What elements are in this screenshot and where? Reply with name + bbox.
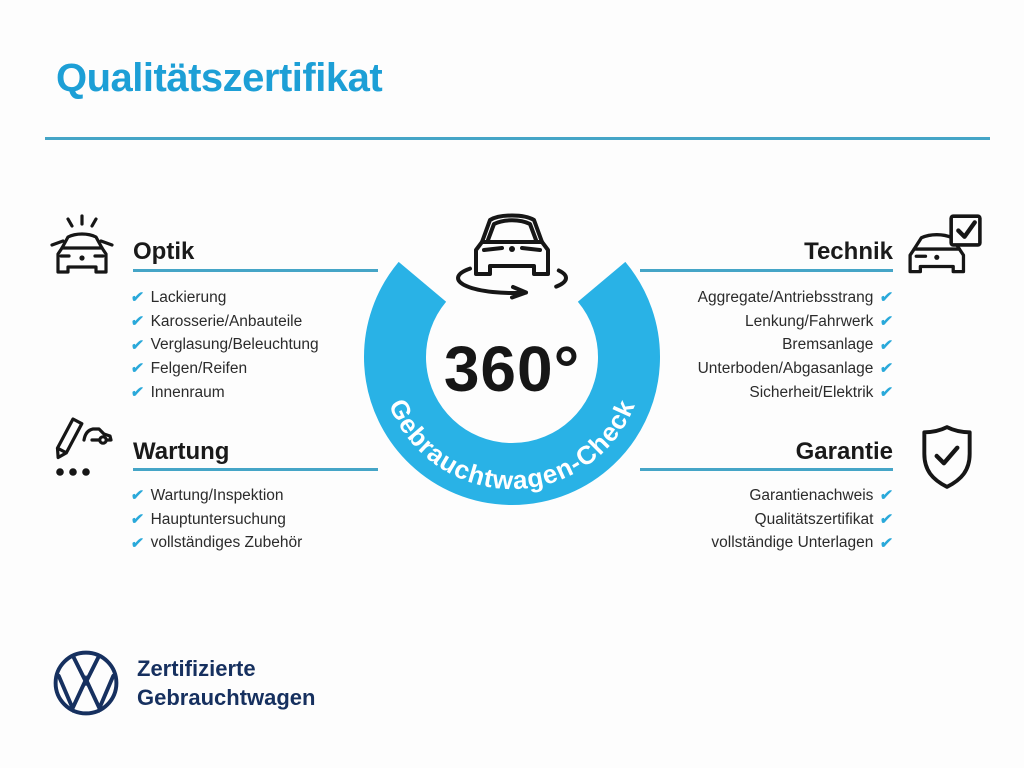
check-icon: ✔ bbox=[129, 360, 145, 378]
check-icon: ✔ bbox=[879, 336, 895, 354]
checklist-item-label: Sicherheit/Elektrik bbox=[749, 383, 874, 401]
check-icon: ✔ bbox=[879, 360, 895, 378]
checklist-item: Unterboden/Abgasanlage ✔ bbox=[697, 357, 895, 381]
check-icon: ✔ bbox=[129, 511, 145, 529]
checklist-item-label: Felgen/Reifen bbox=[150, 359, 248, 377]
checklist-item-label: Garantienachweis bbox=[749, 486, 874, 504]
footer-claim-line2: Gebrauchtwagen bbox=[137, 684, 316, 710]
checklist-item-label: vollständige Unterlagen bbox=[711, 534, 874, 552]
car-checkbox-icon bbox=[906, 210, 984, 284]
checklist-item-label: Lackierung bbox=[150, 288, 227, 306]
check-icon: ✔ bbox=[129, 313, 145, 331]
garantie-checklist: Garantienachweis ✔ Qualitätszertifikat ✔ v… bbox=[711, 484, 895, 555]
check-icon: ✔ bbox=[879, 289, 895, 307]
checklist-item: Lenkung/Fahrwerk ✔ bbox=[698, 310, 895, 334]
section-title-optik: Optik bbox=[133, 238, 195, 265]
optik-checklist: ✔ Lackierung ✔ Karosserie/Anbauteile ✔ Verg… bbox=[129, 286, 319, 405]
check-icon: ✔ bbox=[879, 511, 895, 529]
checklist-item: vollständige Unterlagen ✔ bbox=[711, 531, 895, 555]
checklist-item: Bremsanlage ✔ bbox=[698, 333, 895, 357]
badge-ring: Gebrauchtwagen-Check bbox=[364, 261, 660, 505]
checklist-item-label: vollständiges Zubehör bbox=[150, 534, 303, 552]
check-icon: ✔ bbox=[129, 384, 145, 402]
page-title: Qualitätszertifikat bbox=[56, 56, 383, 100]
technik-underline bbox=[640, 269, 893, 272]
checklist-item: Aggregate/Antriebsstrang ✔ bbox=[697, 286, 895, 310]
checklist-item: ✔ Hauptuntersuchung bbox=[129, 508, 302, 532]
checklist-item: Qualitätszertifikat ✔ bbox=[711, 508, 895, 532]
shiny-car-icon bbox=[50, 211, 114, 287]
checklist-item: ✔ Innenraum bbox=[129, 381, 319, 405]
wartung-checklist: ✔ Wartung/Inspektion ✔ Hauptuntersuchung ✔… bbox=[129, 484, 303, 555]
checklist-item: Garantienachweis ✔ bbox=[711, 484, 895, 508]
checklist-item-label: Bremsanlage bbox=[782, 336, 874, 354]
checklist-item: ✔ Karosserie/Anbauteile bbox=[129, 310, 319, 334]
section-title-wartung: Wartung bbox=[133, 438, 230, 465]
check-icon: ✔ bbox=[879, 534, 895, 552]
checklist-item-label: Lenkung/Fahrwerk bbox=[745, 312, 874, 330]
car-360-rotation-icon bbox=[450, 198, 574, 302]
wartung-underline bbox=[133, 468, 378, 471]
checklist-item: Sicherheit/Elektrik ✔ bbox=[698, 381, 895, 405]
footer-claim-line1: Zertifizierte bbox=[137, 656, 256, 681]
vw-logo bbox=[52, 649, 120, 717]
checklist-item-label: Karosserie/Anbauteile bbox=[150, 312, 303, 330]
checklist-item-label: Unterboden/Abgasanlage bbox=[697, 359, 874, 377]
checklist-item: ✔ vollständiges Zubehör bbox=[129, 531, 303, 555]
checklist-item: ✔ Verglasung/Beleuchtung bbox=[129, 333, 319, 357]
section-title-technik: Technik bbox=[804, 238, 893, 265]
garantie-underline bbox=[640, 468, 893, 471]
checklist-item: ✔ Lackierung bbox=[129, 286, 319, 310]
service-checklist-icon bbox=[46, 412, 114, 482]
check-icon: ✔ bbox=[879, 313, 895, 331]
footer-claim: Zertifizierte Gebrauchtwagen bbox=[137, 655, 315, 712]
badge-degrees: 360° bbox=[443, 333, 581, 405]
check-icon: ✔ bbox=[129, 336, 145, 354]
checklist-item-label: Verglasung/Beleuchtung bbox=[150, 336, 319, 354]
checklist-item-label: Hauptuntersuchung bbox=[150, 510, 286, 528]
checklist-item: ✔ Wartung/Inspektion bbox=[129, 484, 302, 508]
check-icon: ✔ bbox=[129, 289, 145, 307]
checklist-item: ✔ Felgen/Reifen bbox=[129, 357, 319, 381]
section-title-garantie: Garantie bbox=[795, 438, 893, 465]
checklist-item-label: Wartung/Inspektion bbox=[150, 486, 284, 504]
checklist-item-label: Qualitätszertifikat bbox=[754, 510, 874, 528]
optik-underline bbox=[133, 269, 378, 272]
shield-check-icon bbox=[918, 423, 976, 491]
check-icon: ✔ bbox=[879, 384, 895, 402]
technik-checklist: Aggregate/Antriebsstrang ✔ Lenkung/Fahrwe… bbox=[697, 286, 895, 405]
title-divider bbox=[45, 137, 990, 140]
check-icon: ✔ bbox=[879, 487, 895, 505]
check-icon: ✔ bbox=[129, 534, 145, 552]
check-icon: ✔ bbox=[129, 487, 145, 505]
checklist-item-label: Innenraum bbox=[150, 383, 225, 401]
checklist-item-label: Aggregate/Antriebsstrang bbox=[697, 288, 874, 306]
